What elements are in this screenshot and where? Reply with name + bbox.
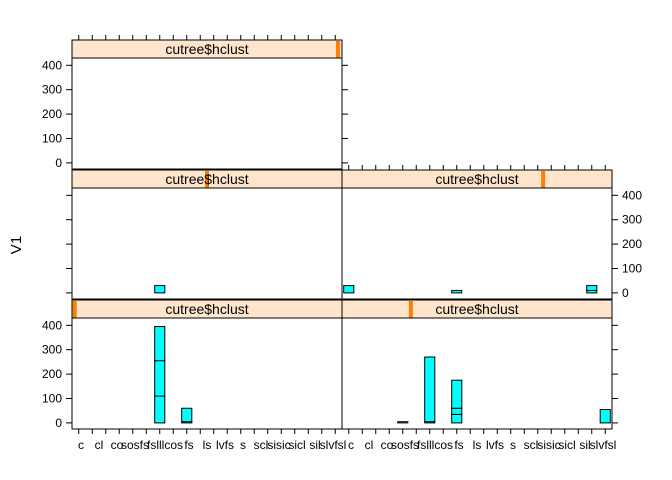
x-tick-label: co	[111, 438, 124, 452]
panel-2: cutree$hclust	[71, 169, 343, 300]
strip-label: cutree$hclust	[165, 171, 248, 187]
bar-segment-fsl	[154, 395, 166, 424]
x-tick-label: sicl	[558, 438, 575, 452]
y-tick-label: 200	[42, 107, 62, 121]
panel-frame	[71, 57, 343, 170]
y-tick-label: 400	[622, 188, 642, 202]
panel-3: cutree$hclust	[341, 169, 613, 300]
x-tick-label: scl	[524, 438, 539, 452]
y-tick-label: 100	[622, 262, 642, 276]
strip-label: cutree$hclust	[435, 171, 518, 187]
strip-level-marker	[408, 301, 413, 318]
y-tick-label: 400	[42, 58, 62, 72]
bar-segment-ofs	[397, 421, 409, 424]
x-tick-label: slvfsl	[320, 438, 347, 452]
x-tick-label: co	[381, 438, 394, 452]
x-tick-label: lvfs	[216, 438, 234, 452]
panel-5: cutree$hclust	[341, 299, 613, 430]
bar-segment-lcos	[451, 407, 463, 415]
x-tick-label: fsl	[147, 438, 159, 452]
x-tick-label: sisic	[267, 438, 290, 452]
strip-label: cutree$hclust	[165, 301, 248, 317]
x-tick-label: fs	[454, 438, 463, 452]
y-tick-label: 100	[42, 392, 62, 406]
strip-label: cutree$hclust	[165, 41, 248, 57]
bar-segment-lcos	[451, 379, 463, 409]
y-tick-label: 400	[42, 318, 62, 332]
x-tick-label: cl	[365, 438, 374, 452]
x-tick-label: fs	[184, 438, 193, 452]
x-tick-label: sisic	[537, 438, 560, 452]
panel-1: cutree$hclust	[71, 39, 343, 170]
panel-4: cutree$hclust	[71, 299, 343, 430]
x-tick-label: s	[510, 438, 516, 452]
x-tick-label: ls	[203, 438, 212, 452]
panel-frame	[341, 187, 613, 300]
bar-segment-lcos	[451, 413, 463, 424]
y-tick-label: 100	[42, 132, 62, 146]
panels-layer: cutree$hclust cutree$hclust cutree$hclust c…	[71, 39, 613, 430]
x-tick-label: ls	[473, 438, 482, 452]
panel-frame	[71, 187, 343, 300]
y-tick-label: 0	[55, 156, 62, 170]
strip-level-marker	[205, 171, 209, 188]
y-tick-label: 300	[622, 213, 642, 227]
x-tick-label: c	[78, 438, 84, 452]
y-tick-label: 0	[55, 416, 62, 430]
bar-segment-fsl	[154, 326, 166, 362]
bar-segment-fsl	[154, 360, 166, 397]
bar-segment-lcos	[451, 289, 463, 294]
strip-level-marker	[72, 301, 77, 318]
x-tick-label: sil	[309, 438, 320, 452]
x-tick-label: cl	[95, 438, 104, 452]
strip-level-marker	[541, 171, 546, 188]
y-tick-label: 200	[622, 237, 642, 251]
y-tick-label: 200	[42, 367, 62, 381]
bar-segment-fsl	[424, 356, 436, 423]
x-tick-label: scl	[254, 438, 269, 452]
x-tick-label: sicl	[288, 438, 305, 452]
x-tick-label: sosfs	[121, 438, 149, 452]
bar-segment-lcos	[181, 407, 193, 423]
x-tick-label: slvfsl	[590, 438, 617, 452]
strip-label: cutree$hclust	[435, 301, 518, 317]
strip-level-marker	[335, 41, 340, 58]
bar-segment-fsl	[154, 285, 166, 294]
bar-segment-vfsl	[599, 408, 611, 424]
x-tick-label: llcos	[159, 438, 183, 452]
x-tick-label: c	[348, 438, 354, 452]
x-tick-label: sosfs	[391, 438, 419, 452]
x-tick-label: sil	[579, 438, 590, 452]
x-tick-label: s	[240, 438, 246, 452]
x-tick-label: llcos	[429, 438, 453, 452]
panel-frame	[341, 317, 613, 430]
x-tick-label: fsl	[417, 438, 429, 452]
panel-frame	[71, 317, 343, 430]
bar-segment-c	[343, 285, 355, 294]
y-tick-label: 300	[42, 83, 62, 97]
y-axis-label: V1	[8, 236, 25, 254]
y-tick-label: 0	[622, 286, 629, 300]
y-tick-label: 300	[42, 343, 62, 357]
axes-layer: 0 100 200 300 400 0 100 200 300 400 0 100 200 300 400 c…	[42, 35, 642, 452]
x-tick-label: lvfs	[486, 438, 504, 452]
bar-segment-sl	[586, 285, 598, 291]
